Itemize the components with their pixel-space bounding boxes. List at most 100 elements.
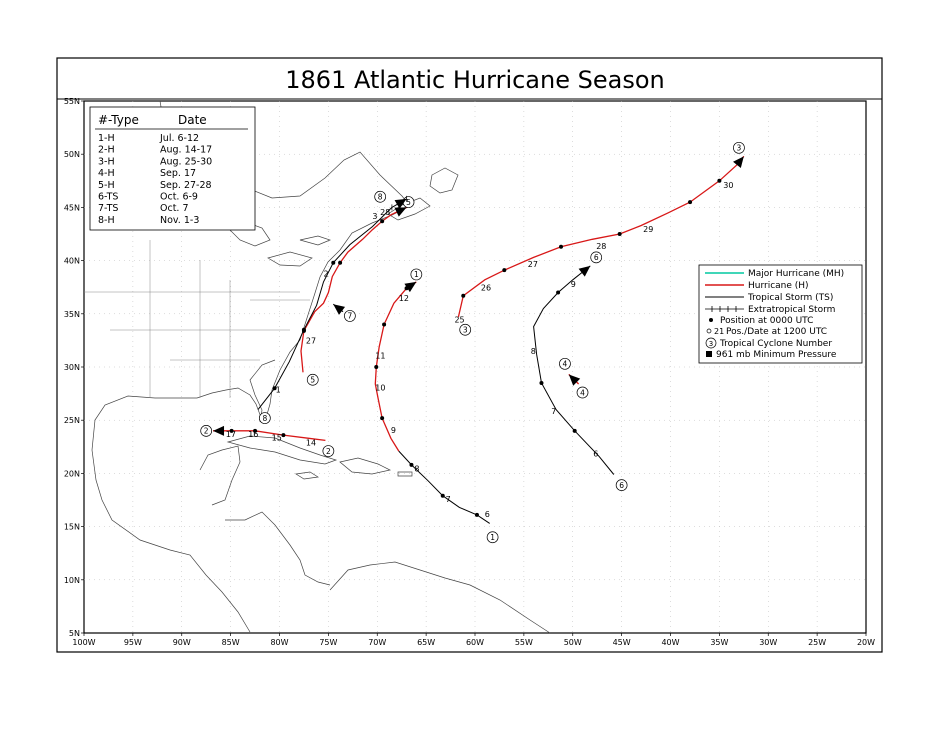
track-8-end-label-circle	[374, 190, 387, 203]
lat-tick-label: 20N	[64, 469, 80, 478]
track-position-dot	[331, 260, 336, 265]
track-2-arrowhead	[213, 425, 225, 436]
lat-tick-label: 50N	[64, 150, 80, 159]
table-row-type: 1-H	[98, 133, 115, 144]
track-date-label: 27	[528, 260, 538, 269]
track-5-segment	[300, 206, 407, 373]
track-position-dot	[440, 493, 445, 498]
track-position-dot	[380, 416, 385, 421]
track-position-dot	[229, 428, 234, 433]
track-3-end-label: 3	[737, 144, 742, 153]
table-row-type: 5-H	[98, 180, 115, 191]
table-row-date: Aug. 14-17	[160, 145, 212, 156]
track-date-label: 1	[276, 386, 281, 395]
legend-hurricane-label: Hurricane (H)	[748, 281, 809, 291]
legend-number-circle	[705, 337, 717, 349]
season-table-rows: 1-H Jul. 6-12 2-H Aug. 14-17 3-H Aug. 25-30 4-…	[98, 133, 212, 226]
table-row-type: 6-TS	[98, 192, 118, 203]
lon-tick-label: 25W	[808, 638, 826, 647]
table-row-date: Aug. 25-30	[160, 156, 212, 167]
lon-tick-label: 60W	[466, 638, 484, 647]
track-6-segment	[533, 265, 615, 475]
legend-1200-example: 21	[714, 327, 724, 336]
track-position-dot	[461, 293, 466, 298]
track-2: 14 15 16 17 2 2	[200, 424, 335, 457]
table-row-date: Nov. 1-3	[160, 215, 199, 226]
lon-tick-label: 90W	[173, 638, 191, 647]
track-7-start-label-circle	[344, 310, 356, 322]
legend-pressure-square	[706, 351, 712, 357]
track-position-dot	[374, 365, 379, 369]
track-date-label: 7	[446, 495, 451, 504]
lat-tick-label: 55N	[64, 97, 80, 106]
legend-position-1200: Pos./Date at 1200 UTC	[726, 327, 827, 337]
table-row-type: 3-H	[98, 156, 115, 167]
track-date-label: 16	[248, 430, 258, 439]
central-america	[225, 511, 331, 586]
track-1-arrowhead	[404, 281, 417, 293]
legend-box	[698, 264, 863, 364]
table-row-type: 2-H	[98, 145, 115, 156]
newfoundland	[429, 167, 459, 194]
track-3-segment	[457, 155, 745, 318]
track-8-segment	[257, 207, 393, 410]
track-date-label: 26	[481, 283, 491, 292]
track-2-start-label: 2	[326, 447, 331, 456]
track-3-start-label-circle	[459, 323, 472, 336]
lon-tick-label: 85W	[222, 638, 240, 647]
table-row-date: Oct. 7	[160, 203, 189, 214]
track-1-start-label-circle	[486, 531, 499, 544]
track-1-end-label: 1	[414, 270, 419, 279]
lon-tick-label: 35W	[710, 638, 728, 647]
lon-tick-label: 20W	[857, 638, 875, 647]
track-position-dot	[272, 386, 277, 391]
track-position-dot	[404, 286, 409, 291]
track-date-label: 30	[723, 181, 733, 190]
lat-tick-label: 10N	[64, 576, 80, 585]
lon-tick-label: 50W	[564, 638, 582, 647]
legend: Major Hurricane (MH) Hurricane (H) Tropi…	[698, 264, 863, 364]
track-1-start-label: 1	[490, 533, 495, 542]
track-4-end-label: 4	[563, 360, 568, 369]
hispaniola	[339, 457, 392, 475]
lat-tick-label: 25N	[64, 416, 80, 425]
track-2-end-label-circle	[200, 424, 213, 437]
track-position-dot	[556, 290, 561, 295]
track-date-label: 8	[531, 347, 536, 356]
lat-tick-label: 45N	[64, 203, 80, 212]
track-position-dot	[253, 428, 258, 433]
legend-major-label: Major Hurricane (MH)	[748, 269, 844, 279]
track-8-start-label: 8	[262, 414, 267, 423]
track-date-label: 12	[399, 294, 409, 303]
track-date-label: 7	[551, 407, 556, 416]
track-7: 7	[332, 303, 356, 322]
track-6-end-label: 6	[594, 253, 599, 262]
track-position-dot	[474, 512, 479, 517]
track-position-dot	[717, 178, 722, 183]
legend-dot-0000	[709, 318, 713, 322]
south-america-north	[329, 561, 551, 634]
lon-tick-label: 65W	[417, 638, 435, 647]
track-5-arrowhead	[394, 207, 407, 217]
track-date-label: 9	[391, 426, 396, 435]
track-6-start-label: 6	[619, 481, 624, 490]
track-1-end-label-circle	[410, 268, 423, 281]
track-position-dot	[301, 327, 306, 332]
track-5-start-label: 5	[310, 376, 315, 385]
lon-tick-label: 55W	[515, 638, 533, 647]
track-7-arrowhead	[333, 304, 346, 315]
track-5-start-label-circle	[306, 373, 319, 386]
season-table-box	[89, 106, 256, 231]
track-6-start-label-circle	[615, 479, 628, 491]
track-position-dot	[688, 200, 693, 205]
lon-tick-label: 30W	[759, 638, 777, 647]
track-date-label: 28	[596, 242, 606, 251]
table-header-type: #-Type	[98, 113, 139, 127]
track-3-end-label-circle	[733, 141, 745, 154]
track-6-end-label-circle	[590, 251, 603, 264]
track-4-start-label: 4	[580, 388, 585, 397]
track-2-end-label: 2	[204, 427, 209, 436]
